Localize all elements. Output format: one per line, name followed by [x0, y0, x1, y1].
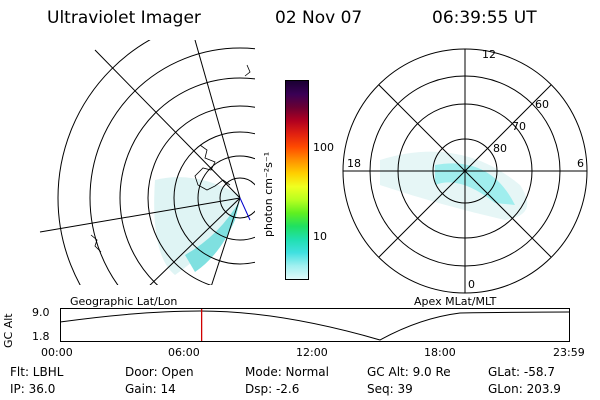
- alt-xtick-1800: 18:00: [424, 346, 456, 359]
- ip-status: IP: 36.0: [10, 382, 56, 396]
- instrument-title: Ultraviolet Imager: [47, 8, 201, 28]
- date-label: 02 Nov 07: [275, 8, 363, 28]
- glon-status: GLon: 203.9: [488, 382, 561, 396]
- colorbar: [285, 80, 309, 280]
- alt-ytick-1-8: 1.8: [32, 330, 50, 343]
- mlt-label-0: 0: [468, 278, 475, 291]
- alt-xtick-0000: 00:00: [41, 346, 73, 359]
- alt-xtick-2359: 23:59: [553, 346, 585, 359]
- geographic-map: [39, 40, 255, 285]
- alt-xtick-1200: 12:00: [296, 346, 328, 359]
- gc-alt-plot: [60, 308, 570, 342]
- mlat-label-70: 70: [512, 120, 526, 133]
- mlat-label-80: 80: [493, 142, 507, 155]
- colorbar-unit-label: photon cm⁻²s⁻¹: [262, 151, 275, 237]
- gc-alt-status: GC Alt: 9.0 Re: [367, 365, 451, 379]
- seq-status: Seq: 39: [367, 382, 413, 396]
- alt-xtick-0600: 06:00: [168, 346, 200, 359]
- colorbar-tick-10: 10: [313, 230, 327, 243]
- magnetic-polar-plot: [342, 48, 588, 294]
- geographic-map-label: Geographic Lat/Lon: [70, 295, 178, 308]
- mlt-label-6: 6: [577, 157, 584, 170]
- magnetic-map-label: Apex MLat/MLT: [414, 295, 497, 308]
- mlat-label-60: 60: [535, 98, 549, 111]
- door-status: Door: Open: [125, 365, 194, 379]
- filter-status: Flt: LBHL: [10, 365, 64, 379]
- mode-status: Mode: Normal: [245, 365, 329, 379]
- gain-status: Gain: 14: [125, 382, 176, 396]
- mlt-label-12: 12: [482, 48, 496, 61]
- colorbar-tick-100: 100: [313, 141, 334, 154]
- time-label: 06:39:55 UT: [432, 8, 537, 28]
- mlt-label-18: 18: [347, 157, 361, 170]
- alt-plot-ylabel: GC Alt: [2, 313, 15, 348]
- alt-ytick-9: 9.0: [32, 306, 50, 319]
- glat-status: GLat: -58.7: [488, 365, 555, 379]
- dsp-status: Dsp: -2.6: [245, 382, 300, 396]
